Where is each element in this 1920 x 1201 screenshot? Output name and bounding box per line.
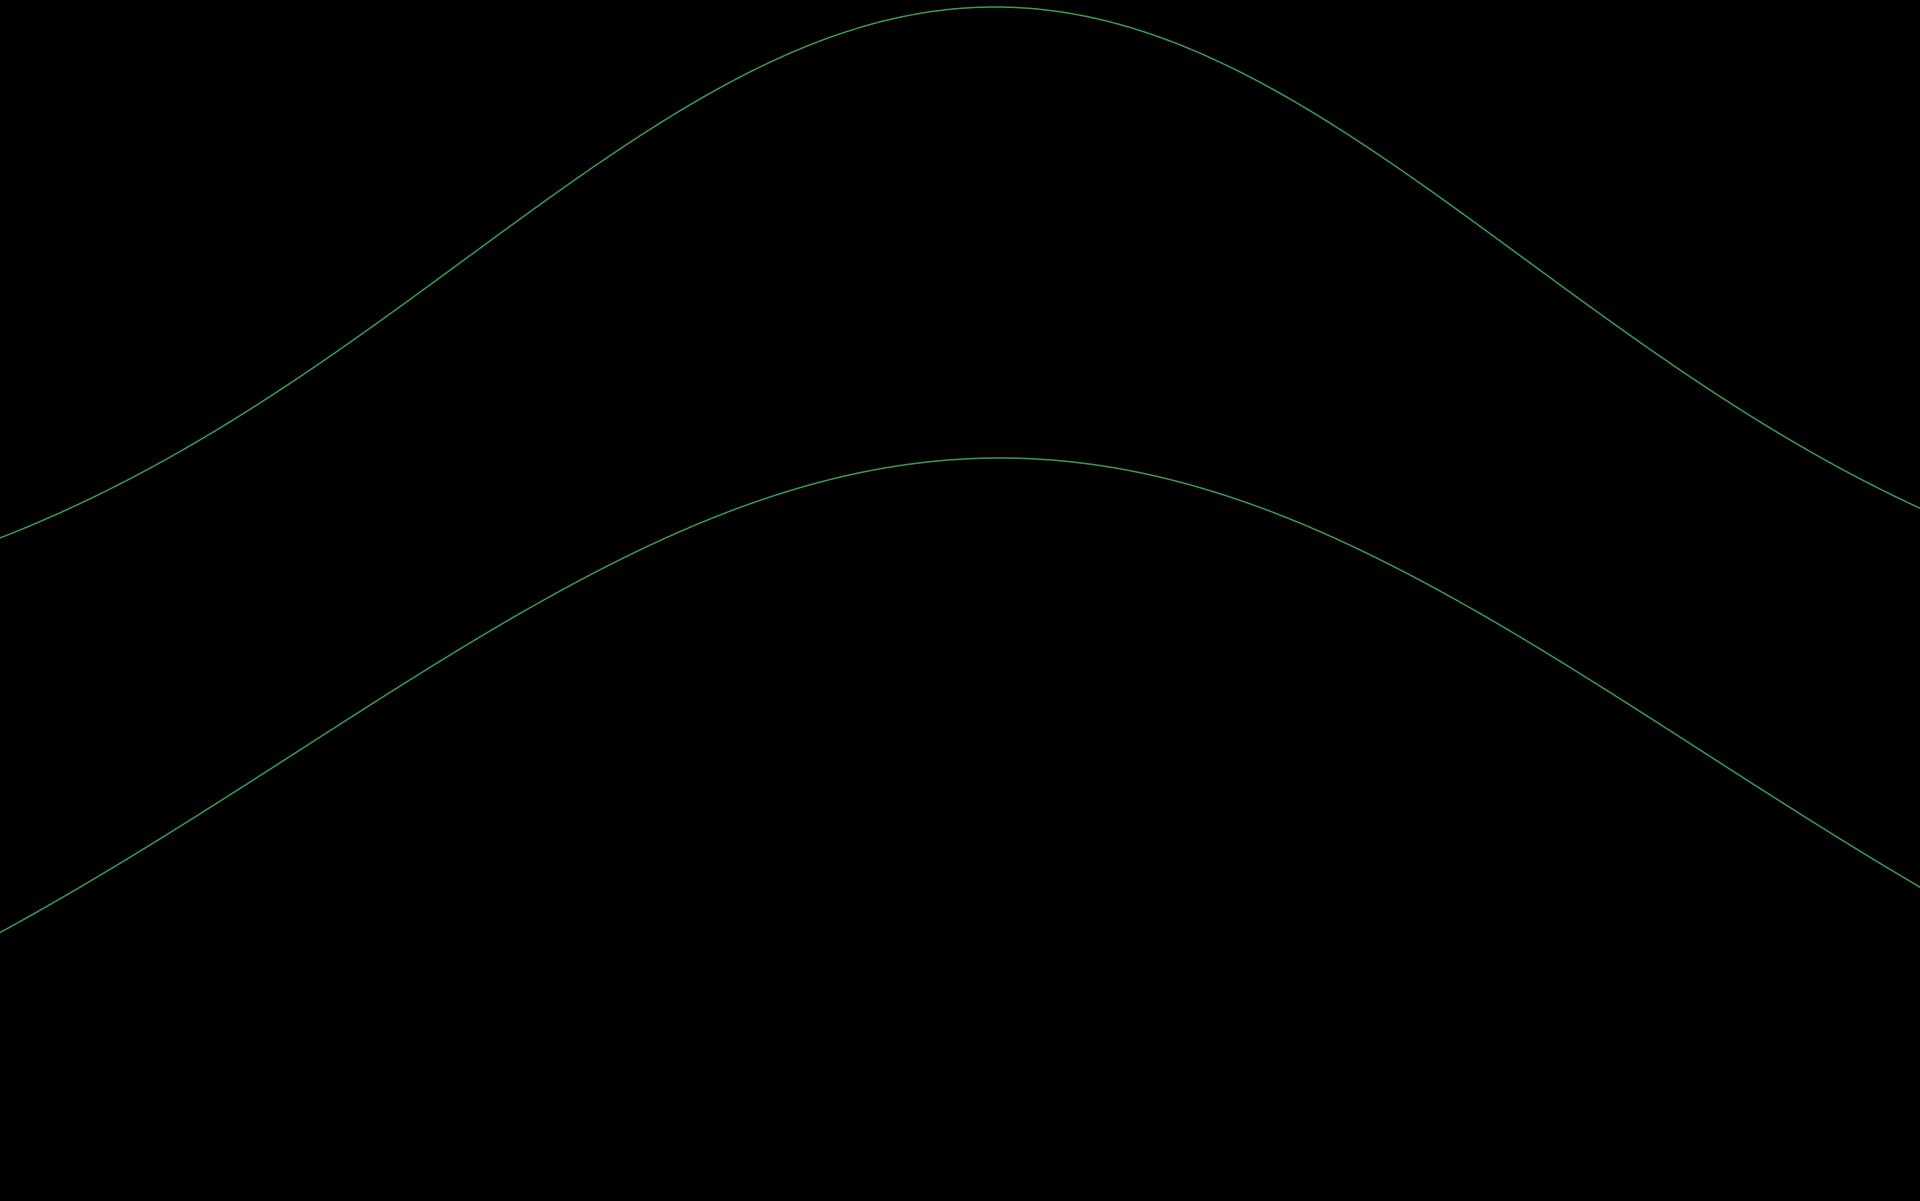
series-group: [0, 6, 1920, 934]
upper-bell-curve: [0, 6, 1920, 539]
lower-bell-curve: [0, 457, 1920, 934]
